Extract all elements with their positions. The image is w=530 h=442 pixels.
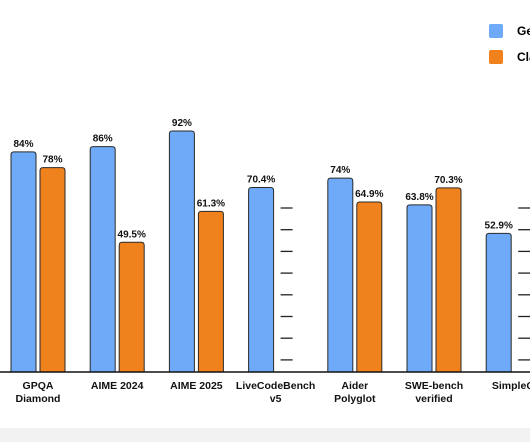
bar-series-1 <box>485 232 512 373</box>
bar-series-2 <box>197 210 224 373</box>
bottom-band <box>0 428 530 442</box>
data-label: 49.5% <box>118 229 146 240</box>
category-label: LiveCodeBench <box>236 380 315 392</box>
legend-label-series-2: Cla <box>517 50 530 64</box>
data-label: 64.9% <box>355 189 383 200</box>
bar-series-2 <box>39 167 66 373</box>
bar-series-1 <box>248 187 275 373</box>
legend-label-series-1: Ge <box>517 24 530 38</box>
category-label: AIME 2025 <box>170 380 223 392</box>
category-label: Polyglot <box>334 393 376 405</box>
category-label: Aider <box>341 380 368 392</box>
data-label: 70.4% <box>247 175 275 186</box>
legend-swatch-series-2 <box>489 50 503 64</box>
data-label: 92% <box>172 118 192 129</box>
bar-series-1 <box>406 204 433 373</box>
data-label: 84% <box>13 139 33 150</box>
data-label: 78% <box>42 155 62 166</box>
data-label: 70.3% <box>434 175 462 186</box>
bars-layer <box>10 130 512 373</box>
bar-series-2 <box>356 201 383 373</box>
bar-series-1 <box>89 146 116 373</box>
bar-series-1 <box>168 130 195 373</box>
bar-series-2 <box>435 187 462 373</box>
data-label: 74% <box>330 165 350 176</box>
data-label: 86% <box>93 134 113 145</box>
data-label: 61.3% <box>197 198 225 209</box>
category-label: Diamond <box>16 393 61 405</box>
category-label: SWE-bench <box>405 380 463 392</box>
placeholder-tick-marks <box>280 207 530 361</box>
bar-series-1 <box>327 177 354 373</box>
legend-swatch-series-1 <box>489 24 503 38</box>
category-label: SimpleQ <box>492 380 530 392</box>
category-label: AIME 2024 <box>91 380 144 392</box>
bar-series-2 <box>118 241 145 373</box>
category-label: verified <box>415 393 452 405</box>
category-label: v5 <box>270 393 282 405</box>
data-label: 63.8% <box>405 192 433 203</box>
category-label: GPQA <box>23 380 54 392</box>
data-label: 52.9% <box>485 220 513 231</box>
bar-series-1 <box>10 151 37 373</box>
